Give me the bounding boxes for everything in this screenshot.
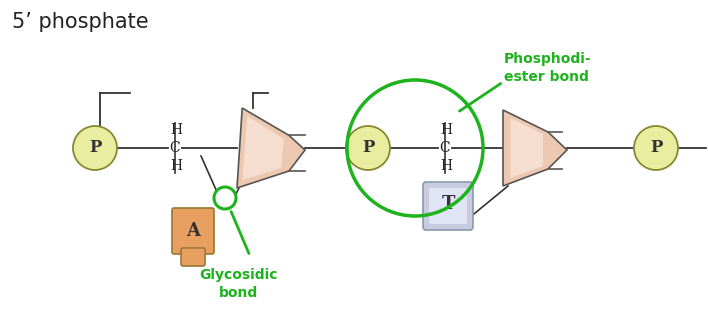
Text: Phosphodi-
ester bond: Phosphodi- ester bond [504,52,592,84]
Text: P: P [362,140,375,157]
Circle shape [214,187,236,209]
Text: 5’ phosphate: 5’ phosphate [12,12,149,32]
Text: P: P [650,140,662,157]
FancyBboxPatch shape [172,208,214,254]
Text: P: P [88,140,101,157]
Text: H: H [170,159,182,173]
Text: A: A [186,222,200,240]
Circle shape [634,126,678,170]
FancyBboxPatch shape [181,248,205,266]
Text: T: T [441,195,455,213]
Polygon shape [510,118,543,178]
Polygon shape [503,110,567,186]
Text: H: H [170,123,182,137]
Text: C: C [440,141,450,155]
Text: H: H [440,123,452,137]
Text: Glycosidic
bond: Glycosidic bond [199,268,278,301]
Text: C: C [170,141,181,155]
FancyBboxPatch shape [429,188,467,224]
Polygon shape [242,116,284,180]
Circle shape [73,126,117,170]
Circle shape [346,126,390,170]
Polygon shape [237,108,305,188]
FancyBboxPatch shape [423,182,473,230]
Text: H: H [440,159,452,173]
